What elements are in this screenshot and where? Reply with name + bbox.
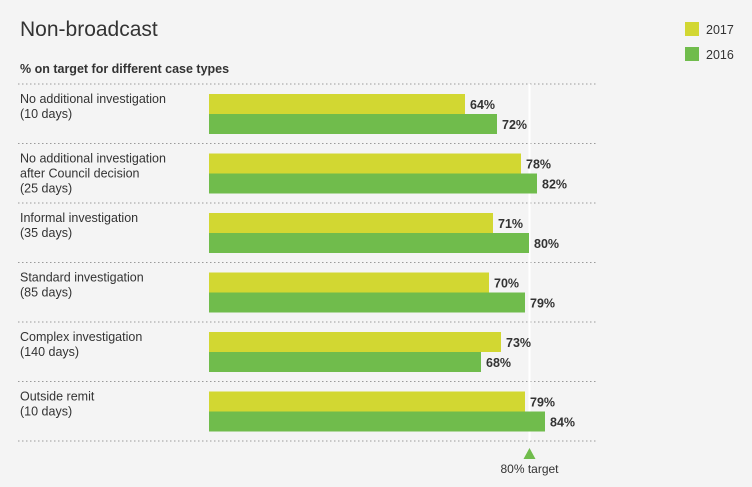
bar-2017-5 <box>209 332 501 352</box>
bar-2016-2 <box>209 173 537 194</box>
bar-2017-6 <box>209 391 525 412</box>
category-label-1: No additional investigation (10 days) <box>20 92 166 121</box>
bar-2017-1 <box>209 94 465 114</box>
bar-2017-4 <box>209 272 489 293</box>
legend-label-2017: 2017 <box>706 23 734 37</box>
target-triangle-icon <box>523 448 536 459</box>
legend-swatch-2016 <box>685 47 699 61</box>
value-label-2016-5: 68% <box>486 356 511 370</box>
target-label: 80% target <box>500 462 559 476</box>
value-label-2017-4: 70% <box>494 277 519 291</box>
category-label-5: Complex investigation (140 days) <box>20 330 142 359</box>
category-label-3: Informal investigation (35 days) <box>20 211 138 240</box>
value-label-2017-3: 71% <box>498 217 523 231</box>
legend-swatch-2017 <box>685 22 699 36</box>
category-label-4: Standard investigation (85 days) <box>20 271 144 300</box>
bar-2016-4 <box>209 292 525 313</box>
category-labels: No additional investigation (10 days) No a… <box>20 92 166 419</box>
value-label-2016-2: 82% <box>542 178 567 192</box>
value-label-2017-5: 73% <box>506 336 531 350</box>
bar-2017-2 <box>209 153 521 174</box>
bar-2016-3 <box>209 233 529 253</box>
row-separators <box>18 83 598 442</box>
chart-subtitle: % on target for different case types <box>20 62 229 76</box>
value-label-2017-6: 79% <box>530 396 555 410</box>
legend-label-2016: 2016 <box>706 48 734 62</box>
bar-2016-6 <box>209 411 545 432</box>
value-label-2017-2: 78% <box>526 158 551 172</box>
value-label-2016-3: 80% <box>534 237 559 251</box>
category-label-6: Outside remit (10 days) <box>20 390 95 419</box>
value-label-2017-1: 64% <box>470 98 495 112</box>
value-label-2016-6: 84% <box>550 416 575 430</box>
bar-2016-1 <box>209 114 497 134</box>
value-label-2016-4: 79% <box>530 297 555 311</box>
chart-title: Non-broadcast <box>20 18 158 41</box>
value-label-2016-1: 72% <box>502 118 527 132</box>
bars-group: 64% 72% 78% 82% 71% 80% 70% 79% 73% 68% 79% 84% <box>209 94 575 432</box>
legend: 2017 2016 <box>685 22 734 62</box>
bar-2017-3 <box>209 213 493 233</box>
bar-2016-5 <box>209 352 481 372</box>
category-label-2: No additional investigation after Council… <box>20 152 166 196</box>
